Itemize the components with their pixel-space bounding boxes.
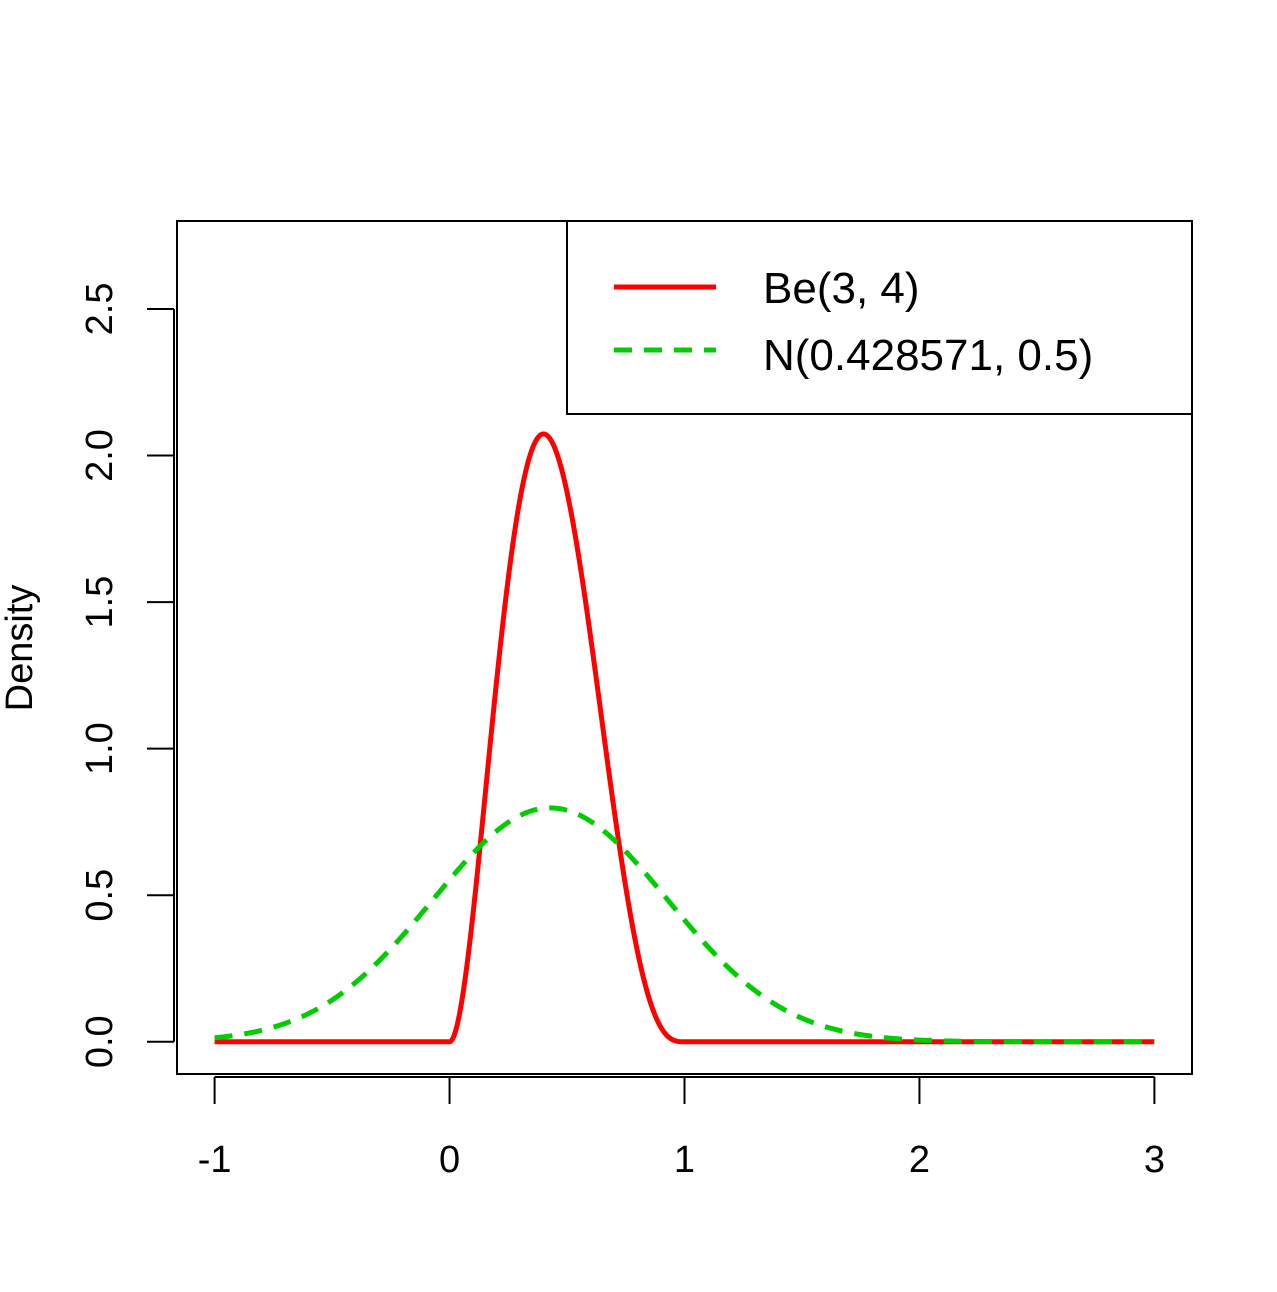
series-line-normal [213, 805, 1156, 1045]
x-tick-label: 2 [909, 1139, 930, 1181]
series-layer [213, 431, 1156, 1045]
y-tick-label: 2.0 [79, 429, 121, 482]
x-tick-label: -1 [198, 1139, 232, 1181]
legend-label-normal: N(0.428571, 0.5) [763, 331, 1093, 380]
y-axis-label: Density [0, 585, 41, 712]
x-tick-label: 3 [1144, 1139, 1165, 1181]
y-tick-label: 0.0 [79, 1015, 121, 1068]
y-axis: 0.0 0.5 1.0 1.5 2.0 2.5 [79, 283, 175, 1068]
y-tick-label: 0.5 [79, 869, 121, 922]
legend-label-beta: Be(3, 4) [763, 264, 920, 313]
y-tick-label: 2.5 [79, 283, 121, 336]
y-tick-label: 1.5 [79, 576, 121, 629]
x-axis: -1 0 1 2 3 [198, 1076, 1165, 1181]
y-tick-label: 1.0 [79, 722, 121, 775]
x-tick-label: 0 [439, 1139, 460, 1181]
legend-box [566, 220, 1193, 415]
legend: Be(3, 4) N(0.428571, 0.5) [566, 220, 1193, 415]
series-line-beta [213, 431, 1156, 1045]
x-tick-label: 1 [674, 1139, 695, 1181]
